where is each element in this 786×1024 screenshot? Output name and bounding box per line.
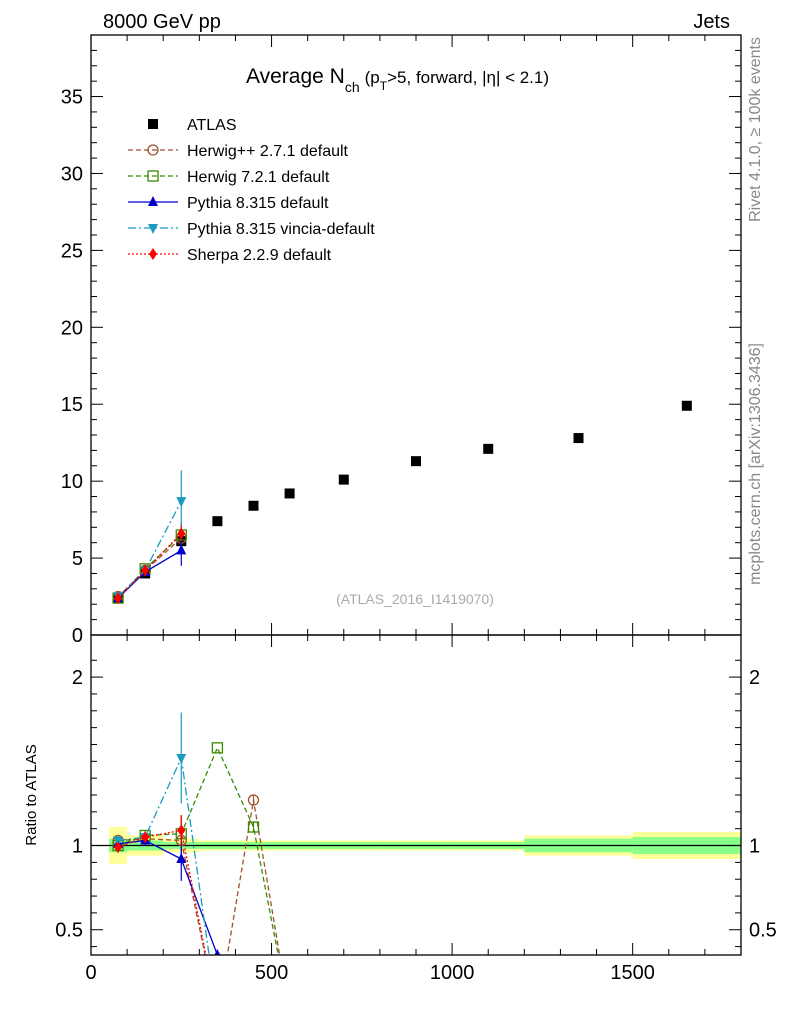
data-point [411, 456, 421, 467]
data-point [176, 544, 187, 555]
data-point [573, 433, 584, 444]
ratio-y-tick-label: 2 [72, 667, 83, 689]
title-cond-open: (p [365, 68, 380, 87]
legend-entry-sherpa: Sherpa 2.2.9 default [128, 247, 332, 264]
ratio-y-tick-label: 0.5 [55, 920, 83, 942]
ratio-point [247, 821, 260, 833]
main-series-group [112, 400, 692, 605]
title-cond-rest: >5, forward, |η| < 2.1) [387, 68, 549, 87]
ratio-point [214, 949, 221, 955]
legend-marker [147, 170, 159, 182]
x-tick-label: 1000 [430, 962, 475, 984]
y-tick-label: 5 [72, 548, 83, 570]
data-point [177, 527, 186, 540]
series-atlas [113, 400, 692, 604]
legend-marker [147, 144, 159, 156]
series-line [117, 500, 182, 598]
legend-entry-herwig7: Herwig 7.2.1 default [128, 169, 330, 186]
title-sub-t: T [380, 79, 388, 93]
legend-entry-pythia: Pythia 8.315 default [128, 195, 329, 212]
y-tick-label: 10 [61, 471, 83, 493]
ratio-series-group [112, 712, 281, 955]
ratio-y-tick-label-right: 1 [749, 836, 760, 858]
ratio-line [118, 755, 210, 955]
legend-marker [148, 119, 158, 129]
ratio-point [177, 824, 186, 837]
ratio-point [141, 831, 150, 844]
legend-marker [148, 196, 158, 206]
data-point [284, 488, 295, 499]
data-point [483, 443, 494, 454]
legend-label: Pythia 8.315 default [187, 195, 329, 212]
data-point [114, 592, 123, 605]
x-tick-label: 0 [85, 962, 96, 984]
y-tick-label: 30 [61, 163, 83, 185]
chart-title: Average Nch (pT>5, forward, |η| < 2.1) [246, 65, 549, 95]
y-tick-label: 25 [61, 240, 83, 262]
ratio-series-sherpa [114, 815, 207, 955]
series-line [117, 533, 182, 599]
series-herwig_pp [112, 522, 187, 603]
rivet-label: Rivet 4.1.0, ≥ 100k events [747, 37, 764, 222]
data-point [248, 500, 259, 511]
y-tick-label: 15 [61, 394, 83, 416]
title-sub-ch: ch [345, 79, 360, 95]
ratio-line [117, 829, 207, 955]
ratio-point [211, 742, 224, 754]
process-label: Jets [693, 11, 730, 33]
legend-label: Herwig 7.2.1 default [187, 169, 330, 186]
legend-label: Pythia 8.315 vincia-default [187, 221, 375, 238]
data-point [681, 400, 692, 411]
legend-entry-atlas: ATLAS [148, 117, 237, 134]
energy-label: 8000 GeV pp [103, 11, 221, 33]
ratio-line [118, 839, 218, 955]
ratio-point [176, 753, 187, 764]
legend-label: Herwig++ 2.7.1 default [187, 143, 349, 160]
ratio-y-tick-label: 1 [72, 836, 83, 858]
y-tick-label: 0 [72, 625, 83, 647]
series-sherpa [114, 525, 186, 605]
ratio-y-tick-label-right: 0.5 [749, 920, 777, 942]
ratio-frame [90, 634, 742, 956]
legend-entry-vincia: Pythia 8.315 vincia-default [128, 221, 375, 238]
x-tick-label: 1500 [610, 962, 655, 984]
ratio-series-vincia [113, 712, 210, 955]
ratio-point [114, 841, 123, 854]
ratio-point [176, 853, 187, 863]
y-tick-label: 35 [61, 87, 83, 109]
data-point [141, 564, 150, 577]
ratio-y-tick-label-right: 2 [749, 667, 760, 689]
y-tick-label: 20 [61, 317, 83, 339]
data-point [338, 474, 349, 485]
legend-marker [148, 224, 158, 234]
analysis-watermark: (ATLAS_2016_I1419070) [336, 591, 494, 607]
legend-label: Sherpa 2.2.9 default [187, 247, 332, 264]
data-point [212, 516, 223, 527]
legend-label: ATLAS [187, 117, 237, 134]
ratio-axis-label: Ratio to ATLAS [23, 744, 40, 845]
ratio-point [247, 794, 260, 806]
mcplots-label: mcplots.cern.ch [arXiv:1306.3436] [747, 343, 764, 585]
title-main: Average N [246, 65, 345, 88]
legend-marker [149, 248, 157, 260]
series-vincia [113, 470, 187, 603]
data-point [176, 497, 187, 508]
legend: ATLAS Herwig++ 2.7.1 default Herwig 7.2.1 … [128, 117, 375, 264]
legend-entry-herwig_pp: Herwig++ 2.7.1 default [128, 143, 349, 160]
x-tick-label: 500 [255, 962, 288, 984]
